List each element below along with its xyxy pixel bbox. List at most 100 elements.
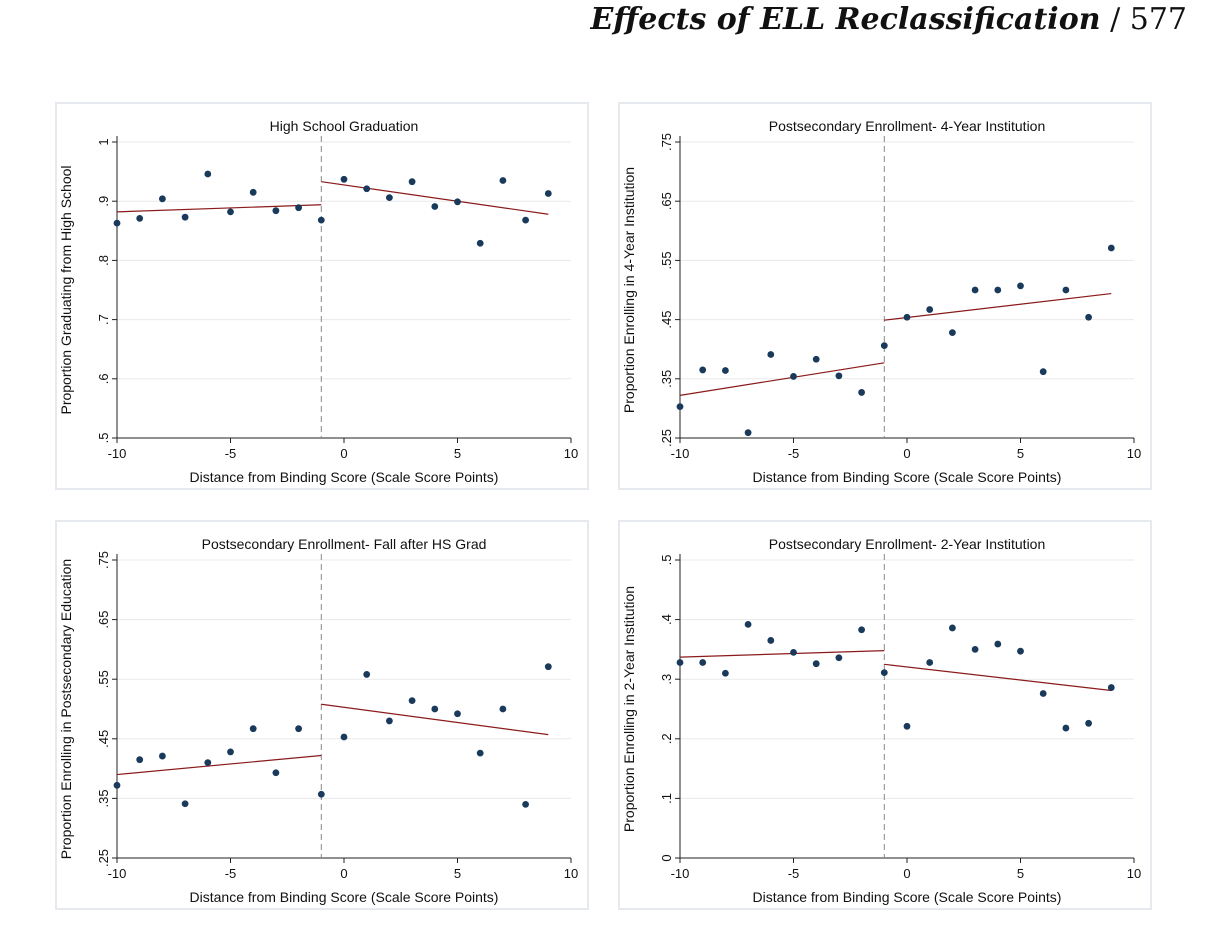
data-point (340, 175, 348, 183)
data-point (767, 351, 775, 358)
data-point (113, 219, 121, 227)
data-point (181, 800, 189, 808)
data-point (926, 659, 934, 666)
data-point (858, 389, 865, 396)
fit-line-right (321, 703, 549, 736)
data-point (386, 194, 393, 202)
x-axis-title: Distance from Binding Score (Scale Score… (753, 889, 1062, 905)
chart-title: Postsecondary Enrollment- 2-Year Institu… (769, 536, 1046, 552)
data-point (949, 624, 956, 632)
x-tick-label: 10 (1127, 446, 1141, 461)
x-tick-label: -10 (108, 866, 127, 881)
y-tick-label: .4 (659, 614, 674, 625)
x-tick-label: 10 (564, 866, 578, 881)
running-head-separator: / (1110, 2, 1121, 37)
data-point (272, 207, 280, 215)
data-point (744, 620, 752, 628)
data-point (454, 198, 461, 206)
data-point (1062, 724, 1070, 732)
data-point (812, 355, 820, 363)
data-point (949, 329, 956, 337)
data-point (431, 203, 439, 210)
data-point (272, 769, 280, 777)
data-point (699, 366, 707, 374)
x-tick-label: -5 (225, 866, 237, 881)
y-tick-label: .35 (96, 789, 111, 807)
x-tick-label: 5 (1017, 446, 1024, 461)
y-tick-label: .75 (96, 551, 111, 569)
chart-title: Postsecondary Enrollment- Fall after HS … (202, 536, 487, 552)
data-point (499, 705, 507, 713)
fit-line-left (679, 362, 885, 396)
chart-fall-enrollment: -10 -5 0 5 10 .25 .35 .45 .55 .65 .75 Postsecondary… (58, 536, 578, 905)
y-axis-title: Proportion Enrolling in 4-Year Instituti… (621, 167, 637, 413)
data-point (363, 185, 371, 193)
data-point (790, 648, 797, 656)
data-point (1062, 286, 1070, 294)
data-point (994, 286, 1002, 294)
data-point (317, 216, 325, 224)
data-point (408, 178, 416, 186)
data-point (476, 749, 484, 757)
x-tick-label: 10 (564, 446, 578, 461)
data-point (1107, 244, 1115, 252)
data-point (476, 239, 484, 247)
data-point (676, 659, 684, 666)
x-tick-label: 0 (903, 866, 910, 881)
y-tick-label: 1 (96, 138, 111, 145)
fit-line-right (321, 181, 549, 215)
data-point (431, 705, 439, 713)
data-point (1017, 647, 1024, 655)
x-tick-label: -5 (225, 446, 237, 461)
x-tick-label: 5 (454, 866, 461, 881)
y-axis-title: Proportion Enrolling in 2-Year Instituti… (621, 586, 637, 832)
data-point (408, 697, 416, 705)
x-tick-label: -5 (788, 446, 800, 461)
data-point (1085, 313, 1092, 321)
data-point (544, 190, 552, 197)
journal-article-title: Effects of ELL Reclassification (590, 2, 1101, 37)
chart-panel-4yr-enrollment: -10 -5 0 5 10 .25 .35 .45 .55 .65 .75 Postsecondary… (618, 102, 1152, 490)
data-point (295, 725, 302, 733)
data-point (181, 213, 189, 221)
data-point (858, 626, 865, 634)
y-tick-label: .65 (659, 192, 674, 210)
x-tick-label: -10 (108, 446, 127, 461)
data-point (1039, 690, 1047, 697)
chart-panel-2yr-enrollment: -10 -5 0 5 10 0 .1 .2 .3 .4 .5 Postsecondary Enroll… (618, 520, 1152, 910)
page-number: 577 (1129, 2, 1187, 37)
data-point (903, 313, 911, 321)
y-tick-label: .5 (96, 433, 111, 444)
y-tick-label: .9 (96, 196, 111, 207)
y-tick-label: .25 (96, 849, 111, 867)
data-point (835, 654, 843, 662)
data-point (522, 800, 529, 808)
data-point (136, 756, 144, 764)
data-point (249, 188, 257, 196)
x-axis-title: Distance from Binding Score (Scale Score… (190, 889, 499, 905)
data-point (544, 663, 552, 671)
x-tick-label: 10 (1127, 866, 1141, 881)
x-axis-title: Distance from Binding Score (Scale Score… (753, 469, 1062, 485)
y-tick-label: .25 (659, 429, 674, 447)
data-point (835, 372, 843, 380)
x-axis-title: Distance from Binding Score (Scale Score… (190, 469, 499, 485)
data-point (204, 170, 212, 178)
data-point (340, 733, 348, 741)
running-head: Effects of ELL Reclassification / 577 (591, 2, 1187, 37)
data-point (722, 367, 729, 374)
y-tick-label: .45 (659, 311, 674, 329)
fit-line-right (884, 292, 1112, 321)
chart-panel-hs-graduation: -10 -5 0 5 10 .5 .6 .7 .8 .9 1 High School Graduati… (55, 102, 589, 490)
y-axis-title: Proportion Enrolling in Postsecondary Ed… (58, 559, 74, 859)
data-point (1085, 719, 1092, 727)
data-point (317, 790, 325, 798)
data-point (926, 306, 934, 313)
data-point (295, 204, 302, 212)
data-point (744, 429, 752, 437)
y-tick-label: .7 (96, 314, 111, 325)
fit-line-left (116, 754, 322, 776)
data-point (676, 403, 684, 411)
y-tick-label: .55 (96, 670, 111, 688)
x-tick-label: 5 (1017, 866, 1024, 881)
